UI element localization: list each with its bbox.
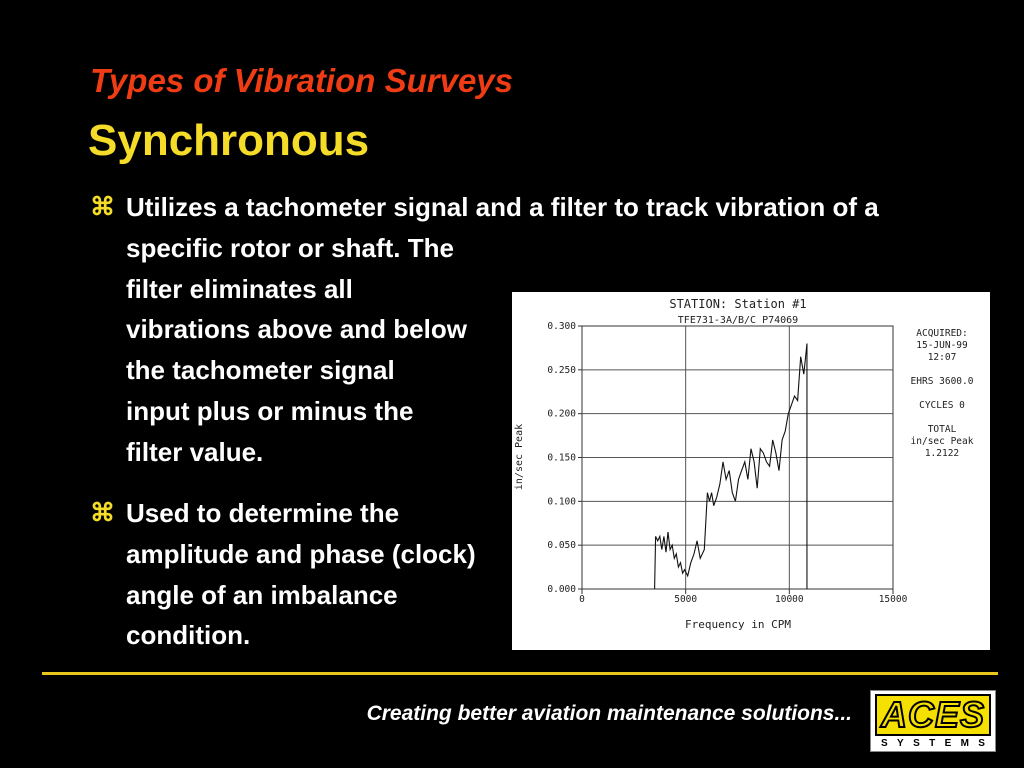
- bullet-1-line: Utilizes a tachometer signal and a filte…: [126, 192, 879, 222]
- y-tick-label: 0.050: [547, 540, 576, 551]
- y-tick-label: 0.250: [547, 365, 576, 376]
- info-line: TOTAL: [928, 424, 957, 435]
- y-tick-label: 0.150: [547, 453, 576, 464]
- bullet-1: ⌘ Utilizes a tachometer signal and a fil…: [90, 187, 879, 473]
- logo-letter: S: [978, 738, 985, 749]
- logo-letter: E: [944, 738, 952, 749]
- chart-subtitle: TFE731-3A/B/C P74069: [678, 315, 798, 326]
- chart-grid: [581, 325, 894, 590]
- bullet-2-line: condition.: [126, 620, 251, 651]
- chart-series: [654, 343, 808, 590]
- chart-svg: STATION: Station #1 TFE731-3A/B/C P74069…: [514, 297, 974, 631]
- bullet-2: ⌘ Used to determine the amplitude and ph…: [90, 493, 476, 656]
- logo-letter: S: [913, 738, 920, 749]
- logo-letter: M: [960, 738, 969, 749]
- info-line: CYCLES 0: [919, 400, 965, 411]
- bullet-1-line: filter value.: [126, 436, 264, 467]
- logo-word: ACES: [880, 694, 986, 735]
- bullet-1-line: input plus or minus the: [126, 395, 414, 426]
- bullet-1-line: the tachometer signal: [126, 355, 395, 386]
- bullet-2-line: angle of an imbalance: [126, 579, 398, 610]
- bullet-2-line: Used to determine the: [126, 498, 400, 528]
- x-tick-label: 15000: [879, 594, 908, 605]
- footer-divider: [42, 672, 998, 675]
- series-line: [654, 343, 808, 590]
- vibration-chart: STATION: Station #1 TFE731-3A/B/C P74069…: [512, 292, 990, 650]
- info-line: ACQUIRED:: [916, 328, 967, 339]
- info-line: EHRS 3600.0: [911, 376, 974, 387]
- y-tick-label: 0.300: [547, 321, 576, 332]
- x-tick-label: 0: [579, 594, 585, 605]
- x-tick-label: 10000: [775, 594, 804, 605]
- slide-title: Types of Vibration Surveys: [90, 62, 514, 99]
- info-line: 12:07: [928, 352, 957, 363]
- chart-ticks: 0.000 0.050 0.100 0.150 0.200 0.250 0.300 0 5000…: [547, 321, 907, 605]
- logo-badge: ACES: [875, 694, 991, 736]
- y-axis-label: in/sec Peak: [514, 424, 525, 490]
- logo-letter: T: [929, 738, 936, 749]
- x-axis-label: Frequency in CPM: [685, 618, 791, 631]
- logo-letter: Y: [897, 738, 904, 749]
- command-key-bullet-icon: ⌘: [90, 193, 115, 221]
- x-tick-label: 5000: [674, 594, 697, 605]
- logo-subtitle: S Y S T E M S: [875, 738, 991, 750]
- bullet-2-line: amplitude and phase (clock): [126, 538, 476, 569]
- chart-title: STATION: Station #1: [669, 297, 806, 311]
- info-line: 15-JUN-99: [916, 340, 968, 351]
- bullet-1-line: vibrations above and below: [126, 314, 467, 345]
- y-tick-label: 0.000: [547, 584, 576, 595]
- slide-subtitle: Synchronous: [88, 116, 370, 165]
- info-line: in/sec Peak: [911, 436, 974, 447]
- logo-letter: S: [881, 738, 888, 749]
- aces-systems-logo: ACES S Y S T E M S: [870, 690, 996, 752]
- info-line: 1.2122: [925, 448, 959, 459]
- command-key-bullet-icon: ⌘: [90, 499, 115, 527]
- bullet-1-line: filter eliminates all: [126, 273, 353, 304]
- y-tick-label: 0.100: [547, 496, 576, 507]
- footer-tagline: Creating better aviation maintenance sol…: [366, 702, 852, 725]
- bullet-1-line: specific rotor or shaft. The: [126, 232, 454, 263]
- y-tick-label: 0.200: [547, 409, 576, 420]
